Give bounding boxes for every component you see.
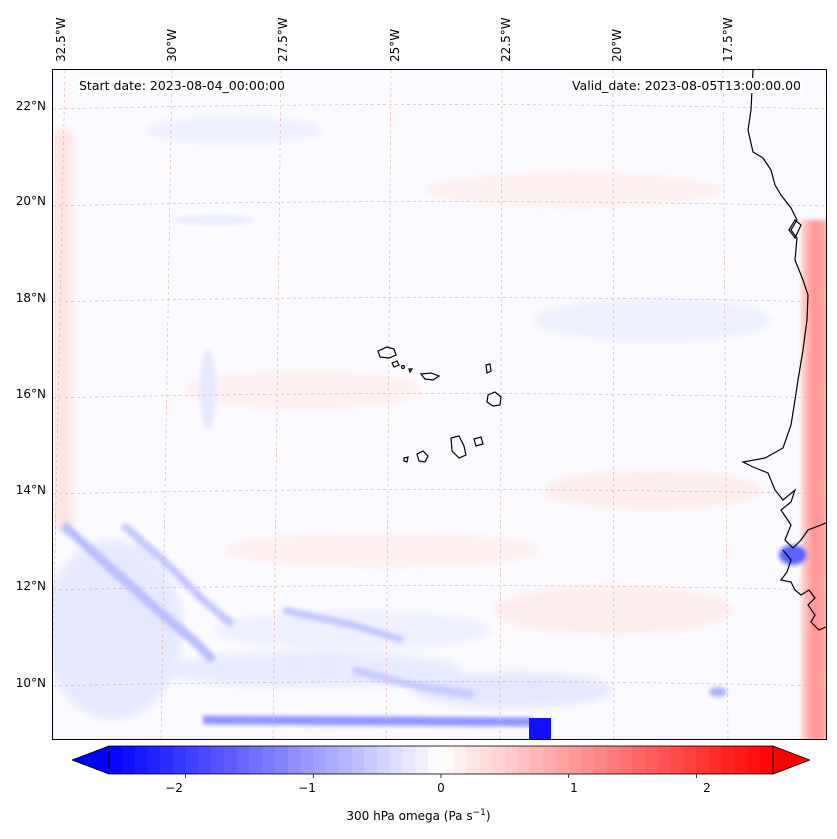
coastline (741, 70, 826, 631)
colorbar-segment (402, 746, 416, 774)
colorbar-segment (734, 746, 748, 774)
colorbar-segment (428, 746, 442, 774)
colorbar-segment (543, 746, 557, 774)
colorbar-label: 300 hPa omega (Pa s−1) (346, 808, 491, 823)
colorbar-segments (109, 746, 774, 774)
colorbar-segment (415, 746, 429, 774)
map-panel (52, 69, 827, 740)
colorbar-segment (683, 746, 697, 774)
colorbar-segment (504, 746, 519, 774)
colorbar-segment (134, 746, 148, 774)
lat-label-10n: 10°N (15, 676, 46, 690)
colorbar-segment (121, 746, 136, 774)
colorbar-segment (300, 746, 314, 774)
colorbar-segment (313, 746, 327, 774)
colorbar-segment (351, 746, 365, 774)
colorbar-segment (198, 746, 212, 774)
lat-label-14n: 14°N (15, 483, 46, 497)
colorbar-segment (364, 746, 378, 774)
colorbar-segment (109, 746, 123, 774)
colorbar-tick-label: −1 (298, 781, 316, 795)
lon-label-17-5w: 17.5°W (721, 17, 735, 62)
lat-label-22n: 22°N (15, 99, 46, 113)
cape-verde-islands (377, 346, 502, 463)
colorbar-segment (607, 746, 621, 774)
colorbar-segment (747, 746, 761, 774)
colorbar-segment (594, 746, 608, 774)
colorbar-segment (466, 746, 480, 774)
lat-label-18n: 18°N (15, 291, 46, 305)
colorbar-segment (441, 746, 455, 774)
lon-label-22-5w: 22.5°W (499, 17, 513, 62)
colorbar-high-extension (772, 745, 810, 775)
colorbar-segment (632, 746, 646, 774)
colorbar-segment (236, 746, 250, 774)
colorbar-segment (555, 746, 570, 774)
variable-units: Pa s (448, 809, 473, 823)
colorbar-segment (479, 746, 493, 774)
colorbar-segment (670, 746, 685, 774)
colorbar-segment (453, 746, 468, 774)
valid-date-label: Valid_date: 2023-08-05T13:00:00.00 (569, 78, 803, 93)
lat-label-12n: 12°N (15, 579, 46, 593)
colorbar-segment (326, 746, 340, 774)
colorbar-segment (760, 746, 774, 774)
colorbar-tick-label: 0 (437, 781, 445, 795)
lat-label-20n: 20°N (15, 194, 46, 208)
colorbar-segment (147, 746, 161, 774)
omega-field (53, 70, 826, 739)
colorbar-segment (160, 746, 174, 774)
colorbar-segment (709, 746, 723, 774)
colorbar-low-extension (72, 745, 110, 775)
graticule (53, 70, 826, 739)
lat-label-16n: 16°N (15, 387, 46, 401)
colorbar-segment (517, 746, 531, 774)
colorbar-ticks (185, 774, 697, 778)
colorbar-segment (262, 746, 276, 774)
colorbar-segment (223, 746, 238, 774)
colorbar-segment (696, 746, 710, 774)
colorbar-segment (581, 746, 595, 774)
units-exponent: −1 (472, 808, 486, 818)
colorbar-segment (721, 746, 736, 774)
colorbar-segment (377, 746, 391, 774)
lon-label-32-5w: 32.5°W (54, 17, 68, 62)
colorbar-segment (492, 746, 506, 774)
colorbar-segment (658, 746, 672, 774)
lon-label-20w: 20°W (610, 28, 624, 62)
colorbar-segment (172, 746, 187, 774)
colorbar-segment (185, 746, 199, 774)
start-date-label: Start date: 2023-08-04_00:00:00 (77, 78, 287, 93)
colorbar-segment (275, 746, 289, 774)
lon-label-27-5w: 27.5°W (276, 17, 290, 62)
colorbar (72, 745, 810, 778)
colorbar-segment (530, 746, 544, 774)
colorbar-segment (389, 746, 404, 774)
colorbar-tick-label: 1 (570, 781, 578, 795)
colorbar-segment (568, 746, 582, 774)
colorbar-segment (249, 746, 263, 774)
colorbar-segment (211, 746, 225, 774)
lon-label-30w: 30°W (165, 28, 179, 62)
colorbar-tick-label: −2 (165, 781, 183, 795)
colorbar-segment (619, 746, 634, 774)
lon-label-25w: 25°W (388, 28, 402, 62)
variable-name: 300 hPa omega (346, 809, 440, 823)
colorbar-tick-label: 2 (703, 781, 711, 795)
colorbar-segment (645, 746, 659, 774)
colorbar-segment (338, 746, 353, 774)
colorbar-segment (287, 746, 302, 774)
